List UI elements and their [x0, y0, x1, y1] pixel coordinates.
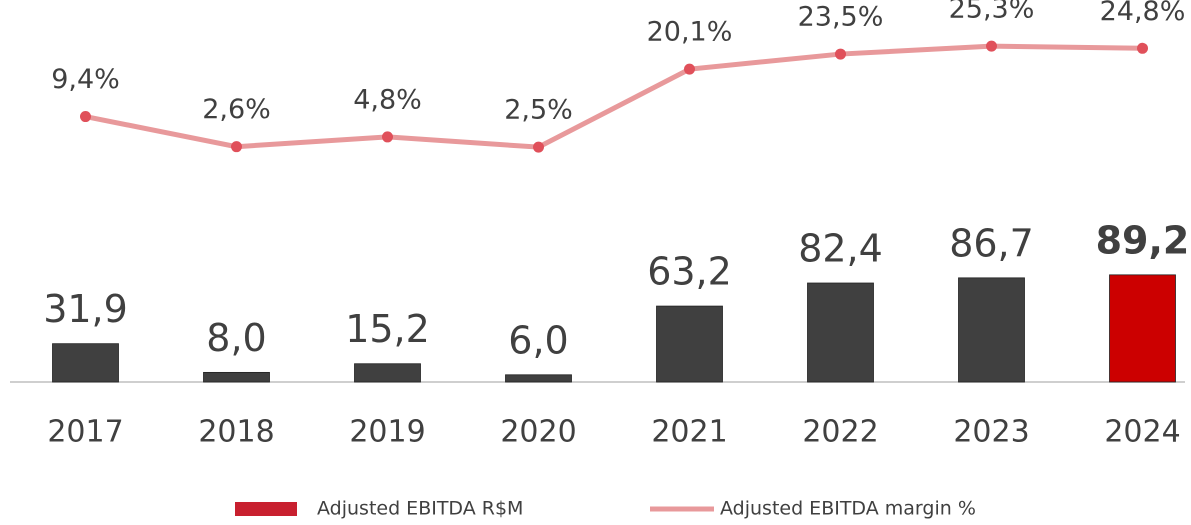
- line-label: 20,1%: [647, 17, 733, 48]
- x-tick-label: 2019: [349, 415, 425, 450]
- x-tick-label: 2022: [802, 415, 878, 450]
- line-label: 9,4%: [51, 64, 120, 95]
- line-marker: [231, 141, 242, 153]
- bar-label: 89,2: [1096, 218, 1190, 262]
- bar: [354, 363, 421, 383]
- bar: [1109, 274, 1176, 383]
- bar-label: 8,0: [206, 316, 266, 360]
- line-marker: [533, 141, 544, 153]
- line-marker: [1137, 42, 1148, 54]
- bar: [203, 371, 270, 383]
- bar: [656, 305, 723, 383]
- bar-label: 86,7: [949, 221, 1034, 265]
- line-marker: [986, 40, 997, 52]
- x-tick-label: 2020: [500, 415, 576, 450]
- line-marker: [382, 131, 393, 143]
- line-label: 2,6%: [202, 94, 271, 125]
- bar-label: 31,9: [43, 287, 128, 331]
- line-marker: [80, 111, 91, 123]
- legend-label: Adjusted EBITDA margin %: [720, 498, 976, 520]
- line-label: 23,5%: [798, 2, 884, 33]
- bar-label: 6,0: [508, 318, 568, 362]
- legend-swatch: [235, 502, 297, 516]
- bar-label: 15,2: [345, 307, 430, 351]
- bar: [505, 374, 572, 383]
- line-marker: [835, 48, 846, 60]
- x-tick-label: 2017: [47, 415, 123, 450]
- line-marker: [684, 63, 695, 75]
- x-tick-label: 2024: [1104, 415, 1180, 450]
- line-label: 4,8%: [353, 84, 422, 115]
- margin-line: [85, 43, 1143, 150]
- x-tick-label: 2023: [953, 415, 1029, 450]
- x-tick-label: 2018: [198, 415, 274, 450]
- line-label: 24,8%: [1100, 0, 1186, 27]
- bar: [958, 277, 1025, 383]
- bar-label: 63,2: [647, 250, 732, 294]
- x-tick-label: 2021: [651, 415, 727, 450]
- bar: [807, 282, 874, 383]
- bar: [52, 343, 119, 383]
- line-label: 25,3%: [949, 0, 1035, 25]
- bar-label: 82,4: [798, 227, 883, 271]
- legend-label: Adjusted EBITDA R$M: [317, 498, 523, 520]
- line-label: 2,5%: [504, 95, 573, 126]
